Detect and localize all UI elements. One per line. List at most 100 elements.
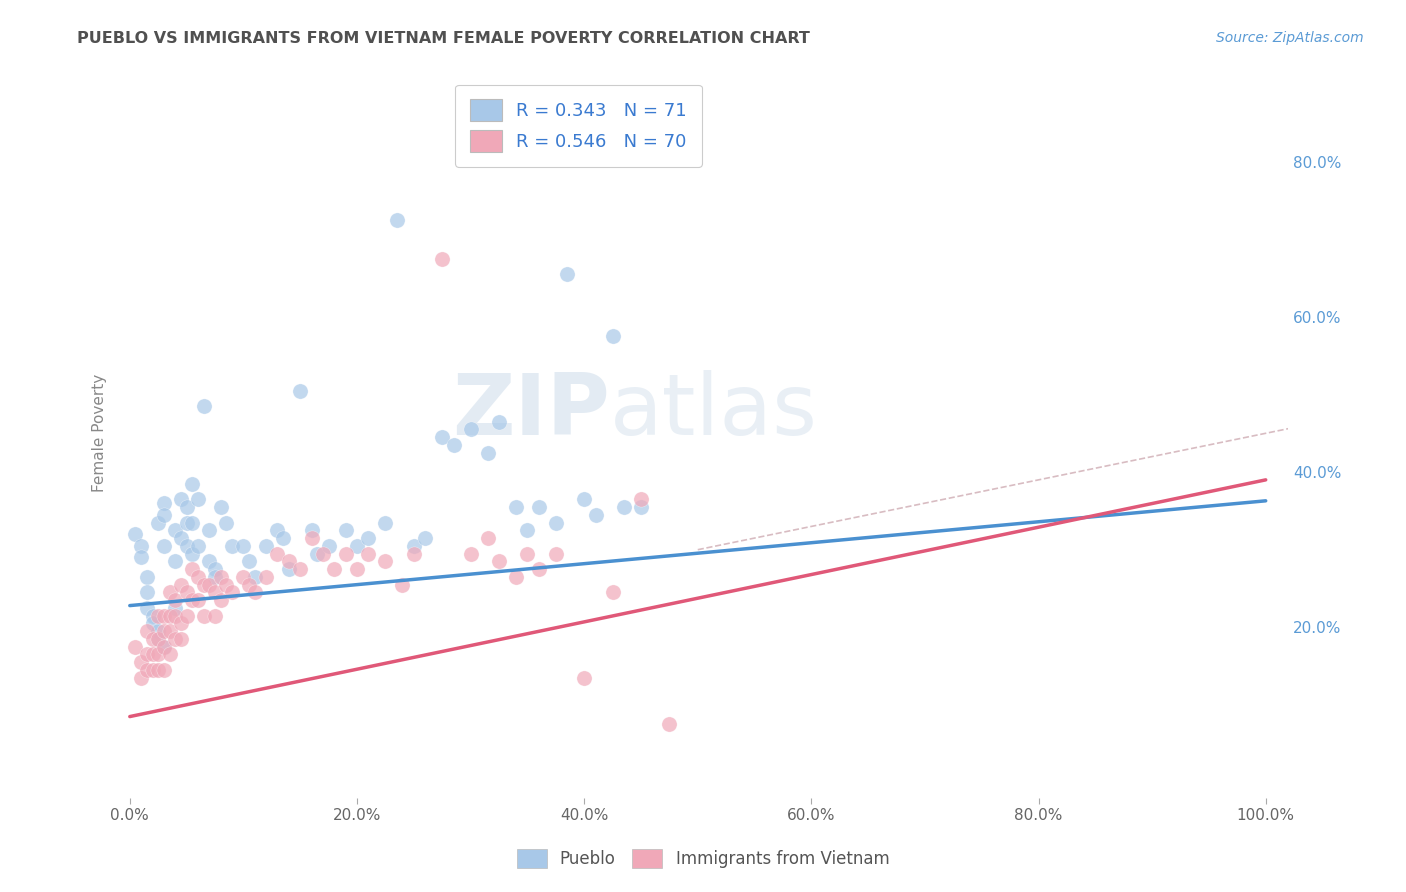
Point [209, 500, 232, 514]
Point [323, 562, 346, 576]
Point [129, 550, 152, 565]
Point [148, 608, 170, 623]
Point [135, 663, 157, 677]
Point [346, 539, 368, 553]
Point [141, 663, 163, 677]
Point [505, 500, 527, 514]
Point [391, 577, 413, 591]
Point [254, 539, 277, 553]
Point [477, 446, 499, 460]
Point [181, 562, 204, 576]
Point [124, 640, 146, 654]
Point [430, 252, 453, 266]
Point [238, 554, 260, 568]
Point [124, 527, 146, 541]
Point [148, 624, 170, 639]
Text: atlas: atlas [610, 370, 818, 453]
Point [204, 562, 226, 576]
Point [346, 562, 368, 576]
Point [181, 593, 204, 607]
Point [187, 570, 209, 584]
Point [238, 577, 260, 591]
Point [613, 500, 636, 514]
Point [153, 508, 176, 522]
Point [135, 648, 157, 662]
Point [266, 547, 288, 561]
Point [254, 570, 277, 584]
Point [129, 671, 152, 685]
Point [544, 547, 567, 561]
Point [153, 496, 176, 510]
Point [505, 570, 527, 584]
Point [187, 492, 209, 507]
Point [209, 593, 232, 607]
Point [460, 422, 482, 436]
Point [602, 329, 624, 343]
Point [148, 663, 170, 677]
Point [165, 601, 187, 615]
Point [176, 585, 198, 599]
Point [232, 539, 254, 553]
Point [215, 516, 238, 530]
Point [572, 671, 595, 685]
Point [516, 547, 538, 561]
Point [198, 554, 221, 568]
Point [187, 593, 209, 607]
Point [301, 531, 323, 545]
Point [141, 632, 163, 646]
Point [630, 500, 652, 514]
Point [572, 492, 595, 507]
Point [277, 562, 299, 576]
Point [374, 554, 396, 568]
Point [277, 554, 299, 568]
Point [544, 516, 567, 530]
Point [159, 648, 181, 662]
Point [181, 516, 204, 530]
Point [630, 492, 652, 507]
Text: ZIP: ZIP [453, 370, 610, 453]
Point [148, 516, 170, 530]
Point [165, 593, 187, 607]
Point [430, 430, 453, 444]
Point [647, 151, 669, 165]
Point [243, 570, 266, 584]
Point [477, 531, 499, 545]
Point [374, 516, 396, 530]
Point [153, 640, 176, 654]
Point [176, 516, 198, 530]
Point [159, 585, 181, 599]
Point [181, 476, 204, 491]
Point [153, 539, 176, 553]
Point [271, 531, 294, 545]
Point [307, 547, 329, 561]
Point [527, 500, 550, 514]
Point [176, 608, 198, 623]
Point [204, 585, 226, 599]
Text: Source: ZipAtlas.com: Source: ZipAtlas.com [1216, 31, 1364, 45]
Point [527, 562, 550, 576]
Point [221, 585, 243, 599]
Point [318, 539, 340, 553]
Point [488, 554, 510, 568]
Point [135, 624, 157, 639]
Point [170, 577, 193, 591]
Point [357, 547, 380, 561]
Point [170, 492, 193, 507]
Point [135, 570, 157, 584]
Point [232, 570, 254, 584]
Point [187, 539, 209, 553]
Legend: Pueblo, Immigrants from Vietnam: Pueblo, Immigrants from Vietnam [510, 843, 896, 875]
Point [243, 585, 266, 599]
Point [148, 648, 170, 662]
Point [170, 632, 193, 646]
Point [153, 663, 176, 677]
Point [181, 547, 204, 561]
Point [193, 577, 215, 591]
Point [402, 539, 425, 553]
Point [129, 655, 152, 669]
Point [443, 438, 465, 452]
Point [129, 539, 152, 553]
Point [301, 524, 323, 538]
Point [165, 608, 187, 623]
Point [193, 399, 215, 413]
